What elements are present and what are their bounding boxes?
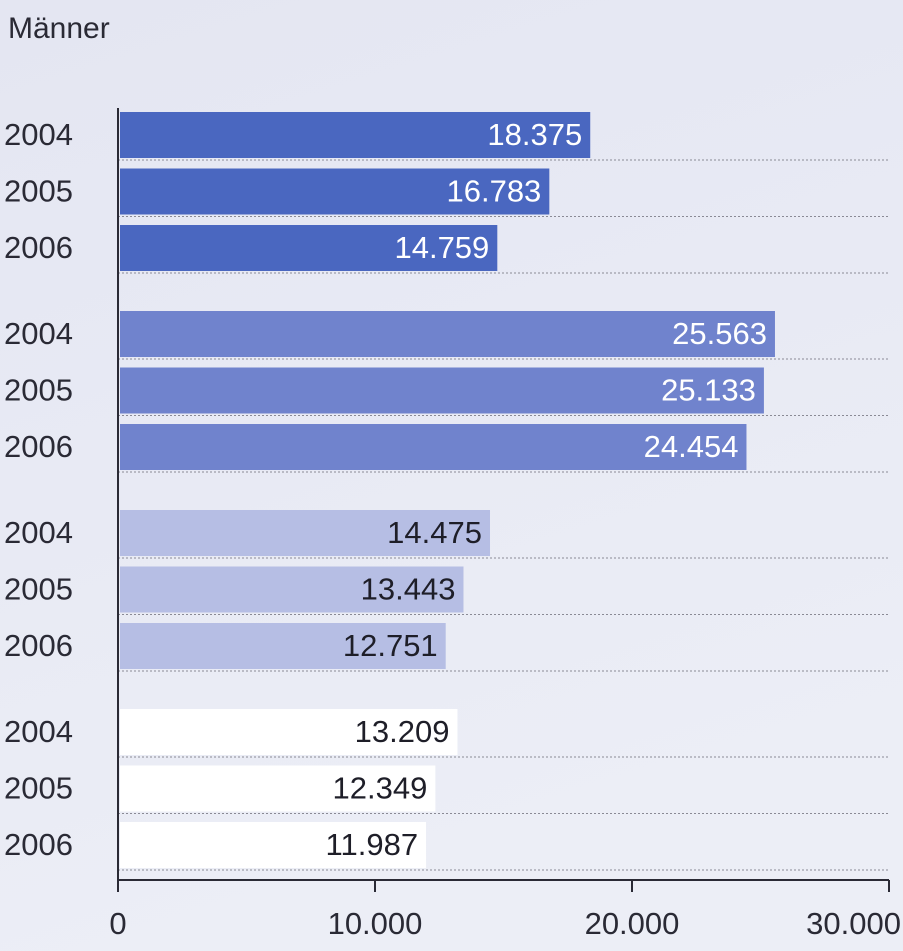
value-label: 12.751 — [343, 628, 438, 663]
chart-title: Männer — [8, 12, 110, 45]
value-label: 25.563 — [672, 316, 767, 351]
value-label: 16.783 — [446, 174, 541, 209]
bar — [120, 623, 446, 669]
x-tick-label: 10.000 — [328, 906, 423, 941]
y-tick-label: 2004 — [4, 515, 73, 550]
value-label: 12.349 — [333, 771, 428, 806]
x-tick-label: 30.000 — [806, 906, 901, 941]
value-label: 13.443 — [361, 572, 456, 607]
value-label: 24.454 — [644, 429, 739, 464]
y-tick-label: 2006 — [4, 429, 73, 464]
value-label: 14.475 — [387, 515, 482, 550]
y-tick-label: 2006 — [4, 230, 73, 265]
y-tick-label: 2005 — [4, 572, 73, 607]
y-tick-label: 2005 — [4, 174, 73, 209]
bar — [120, 225, 498, 271]
value-label: 13.209 — [355, 714, 450, 749]
y-tick-label: 2005 — [4, 771, 73, 806]
bar — [120, 424, 747, 470]
bar — [120, 112, 591, 158]
bar — [120, 367, 764, 414]
bar — [120, 765, 436, 812]
y-tick-label: 2006 — [4, 827, 73, 862]
value-label: 11.987 — [326, 827, 419, 862]
bar — [120, 311, 775, 357]
y-tick-label: 2004 — [4, 316, 73, 351]
value-label: 14.759 — [394, 230, 489, 265]
bar — [120, 510, 491, 556]
bar — [120, 168, 550, 215]
value-label: 25.133 — [661, 373, 756, 408]
bar — [120, 822, 427, 868]
x-tick-label: 20.000 — [585, 906, 680, 941]
y-tick-label: 2004 — [4, 117, 73, 152]
bar — [120, 566, 464, 613]
value-label: 18.375 — [487, 117, 582, 152]
y-tick-label: 2006 — [4, 628, 73, 663]
x-tick-label: 0 — [109, 906, 126, 941]
y-tick-label: 2005 — [4, 373, 73, 408]
bar — [120, 709, 458, 755]
y-tick-label: 2004 — [4, 714, 73, 749]
